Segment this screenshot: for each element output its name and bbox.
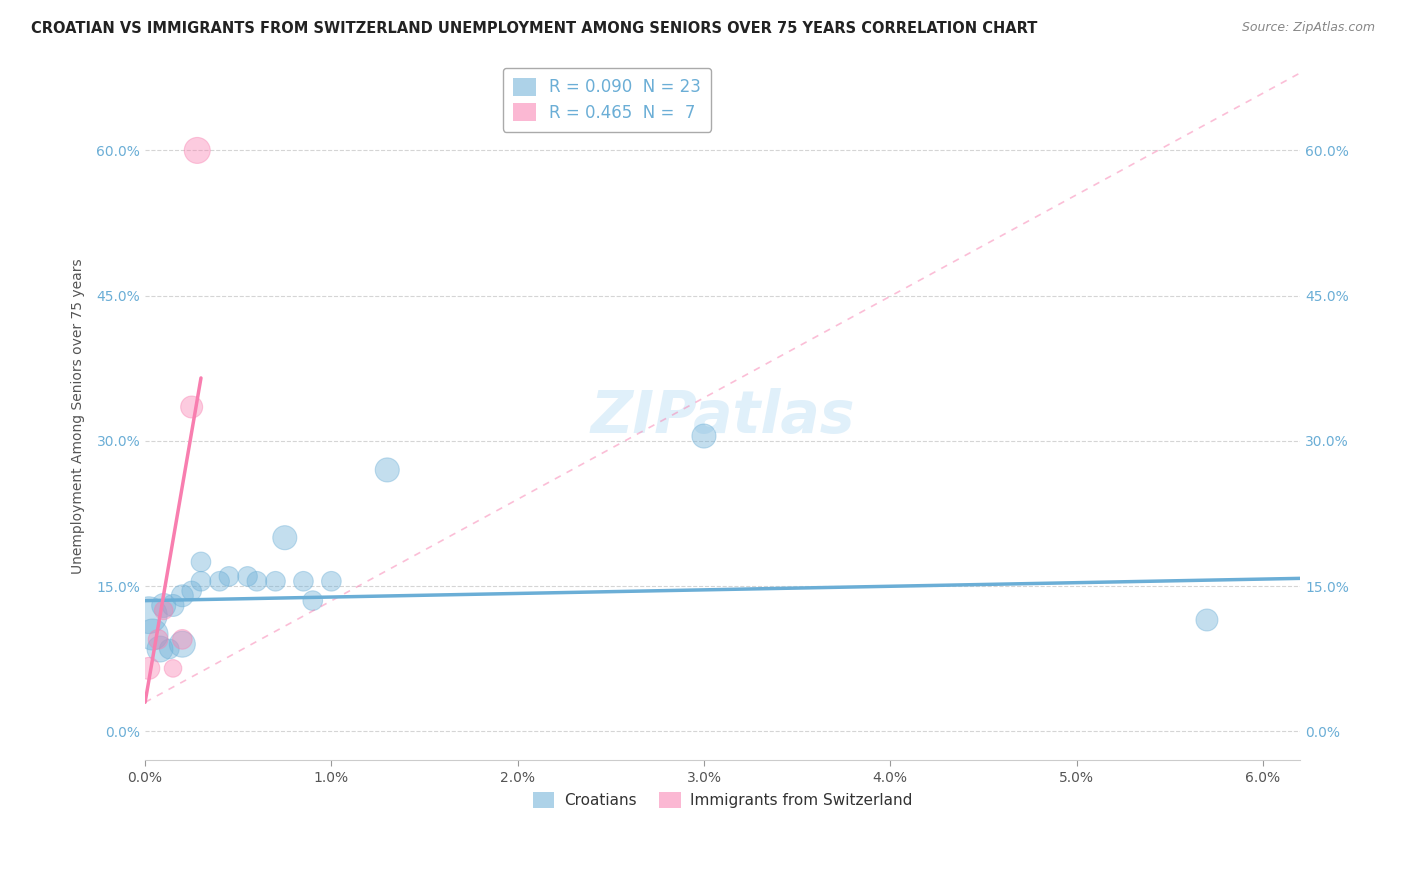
Point [152, 603, 174, 617]
Point [172, 637, 194, 651]
Point [246, 574, 269, 589]
Point [162, 599, 184, 613]
Text: CROATIAN VS IMMIGRANTS FROM SWITZERLAND UNEMPLOYMENT AMONG SENIORS OVER 75 YEARS: CROATIAN VS IMMIGRANTS FROM SWITZERLAND … [31, 21, 1038, 36]
Point [138, 608, 160, 623]
Point [180, 584, 202, 599]
Point [292, 574, 315, 589]
Y-axis label: Unemployment Among Seniors over 75 years: Unemployment Among Seniors over 75 years [72, 259, 86, 574]
Text: ZIPatlas: ZIPatlas [591, 388, 855, 445]
Point [190, 555, 212, 569]
Point [152, 599, 174, 613]
Point [208, 574, 231, 589]
Point [321, 574, 343, 589]
Point [172, 589, 194, 603]
Point [1195, 613, 1218, 627]
Point [180, 400, 202, 414]
Point [301, 593, 323, 607]
Legend: Croatians, Immigrants from Switzerland: Croatians, Immigrants from Switzerland [527, 786, 918, 814]
Point [236, 569, 259, 583]
Point [157, 642, 180, 657]
Point [375, 463, 398, 477]
Point [162, 661, 184, 675]
Point [190, 574, 212, 589]
Point [218, 569, 240, 583]
Text: Source: ZipAtlas.com: Source: ZipAtlas.com [1241, 21, 1375, 34]
Point [141, 627, 163, 641]
Point [149, 642, 172, 657]
Point [274, 531, 297, 545]
Point [172, 632, 194, 647]
Point [693, 429, 716, 443]
Point [146, 632, 169, 647]
Point [138, 661, 160, 675]
Point [186, 144, 208, 158]
Point [264, 574, 287, 589]
